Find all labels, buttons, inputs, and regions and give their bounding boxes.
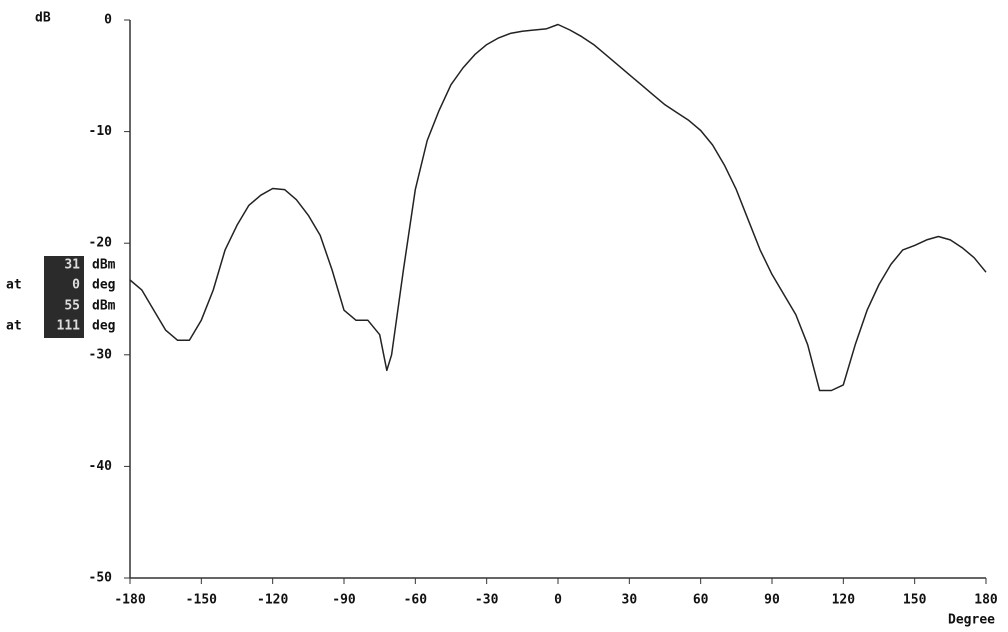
x-tick-label: 150 [903,593,927,608]
readout-box [44,256,84,338]
y-tick-label: -30 [89,347,113,362]
x-tick-label: 0 [554,593,562,608]
x-tick-label: 60 [693,593,709,608]
readout-value: 0 [72,278,80,293]
readout-unit: dBm [92,299,116,314]
x-tick-label: 180 [974,593,998,608]
x-tick-label: -30 [475,593,499,608]
y-tick-label: -40 [89,459,113,474]
data-line [129,23,987,392]
y-tick-label: -20 [89,236,113,251]
readout-value: 31 [64,258,80,273]
x-axis-label: Degree [948,613,995,628]
y-tick-label: -10 [89,124,113,139]
x-tick-label: 30 [622,593,638,608]
readout-panel: 31 dBm at 0 deg 55 dBm at 111 deg [6,256,116,338]
x-tick-label: -60 [404,593,428,608]
readout-unit: dBm [92,258,116,273]
x-tick-label: -90 [332,593,356,608]
readout-value: 55 [64,299,80,314]
y-tick-label: 0 [104,13,112,28]
readout-value: 111 [57,319,81,334]
x-tick-label: -180 [114,593,145,608]
readout-label: at [6,278,22,293]
readout-unit: deg [92,319,115,334]
x-tick-label: 120 [832,593,856,608]
x-tick-label: 90 [764,593,780,608]
y-axis-label: dB [35,11,51,26]
readout-unit: deg [92,278,115,293]
readout-label: at [6,319,22,334]
x-tick-label: -120 [257,593,288,608]
y-tick-label: -50 [89,571,113,586]
x-tick-label: -150 [186,593,217,608]
